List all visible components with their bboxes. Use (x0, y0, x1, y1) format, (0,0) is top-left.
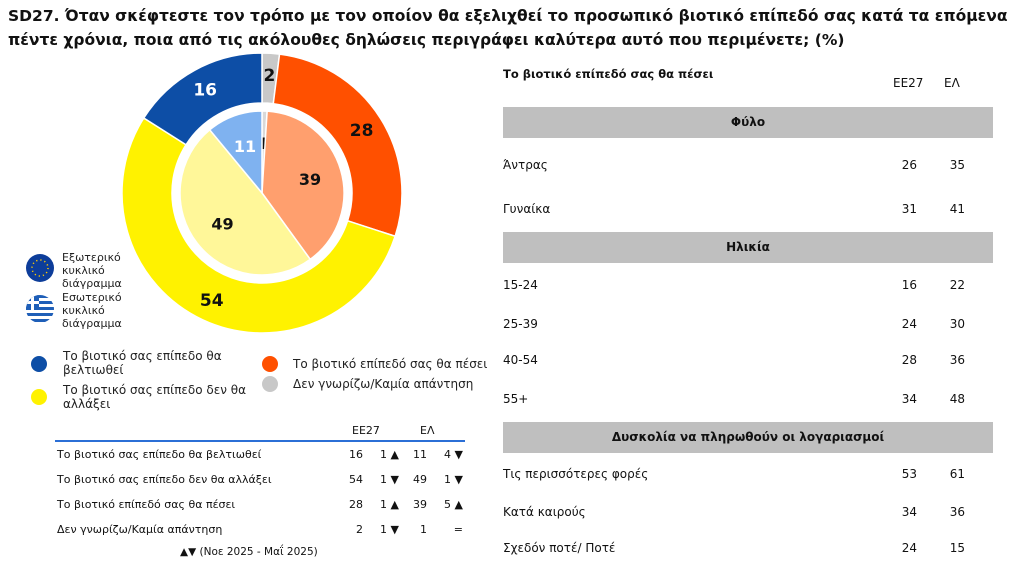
row-label: 15-24 (503, 278, 538, 292)
footnote: ▲▼ (Νοε 2025 - Μαΐ 2025) (180, 546, 318, 558)
right-col-el: ΕΛ (944, 76, 960, 90)
inner-label: 11 (234, 137, 256, 156)
legend-inner: Εσωτερικό κυκλικό διάγραμμα (62, 291, 122, 330)
row-label: Τις περισσότερες φορές (503, 467, 649, 481)
inner-slice (261, 110, 345, 261)
eu27-value: 34 (901, 505, 917, 519)
row-label: Σχεδόν ποτέ/ Ποτέ (503, 541, 616, 555)
row-label: 25-39 (503, 317, 538, 331)
el-change: = (453, 523, 463, 536)
eu27-value: 31 (901, 202, 917, 216)
inner-label: 1 (258, 134, 269, 153)
row-label: 55+ (503, 392, 529, 406)
eu27-change: 1 ▼ (380, 523, 399, 536)
legend-improve: Το βιοτικό σας επίπεδο θα βελτιωθεί (63, 349, 222, 377)
trend-table: Το βιοτικό σας επίπεδο θα βελτιωθεί 16 1 ▲… (55, 440, 465, 542)
page-title: SD27. Όταν σκέφτεστε τον τρόπο με τον οπ… (8, 7, 1008, 49)
el-value: 48 (949, 392, 965, 406)
el-value: 35 (949, 158, 965, 172)
table-row: Το βιοτικό επίπεδό σας θα πέσει 28 1 ▲ 39 5 … (55, 492, 465, 517)
el-value: 1 (420, 523, 427, 536)
outer-slice (121, 116, 397, 334)
eu27-change: 1 ▼ (380, 473, 399, 486)
eu27-value: 16 (349, 448, 363, 461)
legend-same: Το βιοτικό σας επίπεδο δεν θα αλλάξει (63, 383, 247, 411)
row-label: Κατά καιρούς (503, 505, 586, 519)
row-label: Άντρας (503, 158, 548, 172)
row-label: Γυναίκα (503, 202, 551, 216)
section-header: Δυσκολία να πληρωθούν οι λογαριασμοί (503, 422, 993, 453)
el-change: 5 ▲ (444, 498, 463, 511)
el-value: 41 (949, 202, 965, 216)
outer-label: 28 (350, 121, 374, 141)
el-value: 61 (949, 467, 965, 481)
row-label: Δεν γνωρίζω/Καμία απάντηση (57, 523, 223, 536)
eu27-value: 34 (901, 392, 917, 406)
el-value: 36 (949, 505, 965, 519)
el-value: 30 (949, 317, 965, 331)
eu27-value: 24 (901, 541, 917, 555)
el-value: 11 (413, 448, 427, 461)
row-label: Το βιοτικό σας επίπεδο θα βελτιωθεί (57, 448, 262, 461)
outer-slice (142, 52, 263, 146)
el-change: 1 ▼ (444, 473, 463, 486)
section-header: Ηλικία (503, 232, 993, 263)
legend-dot-worse (262, 356, 278, 372)
el-value: 39 (413, 498, 427, 511)
inner-slice (179, 128, 312, 276)
col-eu27: ΕΕ27 (352, 424, 380, 437)
inner-label: 49 (211, 215, 233, 234)
inner-label: 39 (299, 170, 321, 189)
col-el: ΕΛ (420, 424, 435, 437)
greek-flag-icon (26, 295, 54, 323)
eu27-value: 54 (349, 473, 363, 486)
eu27-change: 1 ▲ (380, 448, 399, 461)
eu27-value: 16 (901, 278, 917, 292)
eu27-value: 2 (356, 523, 363, 536)
el-value: 22 (949, 278, 965, 292)
inner-slice (208, 110, 263, 196)
eu27-value: 28 (901, 353, 917, 367)
el-value: 15 (949, 541, 965, 555)
legend-dot-improve (31, 356, 47, 372)
el-value: 36 (949, 353, 965, 367)
legend-dot-same (31, 389, 47, 405)
row-label: Το βιοτικό σας επίπεδο δεν θα αλλάξει (57, 473, 272, 486)
section-header: Φύλο (503, 107, 993, 138)
right-col-eu27: ΕΕ27 (893, 76, 924, 90)
eu27-value: 53 (901, 467, 917, 481)
donut-chart: 2 28 54 16 1 39 49 11 (121, 52, 403, 334)
row-label: 40-54 (503, 353, 538, 367)
legend-dot-dk (262, 376, 278, 392)
eu27-change: 1 ▲ (380, 498, 399, 511)
outer-label: 54 (200, 291, 224, 311)
eu27-value: 28 (349, 498, 363, 511)
legend-worse: Το βιοτικό επίπεδό σας θα πέσει (293, 357, 488, 371)
eu27-value: 26 (901, 158, 917, 172)
legend-outer: Εξωτερικό κυκλικό διάγραμμα (62, 251, 122, 290)
eu-flag-icon (26, 254, 54, 282)
outer-label: 2 (263, 66, 275, 86)
el-change: 4 ▼ (444, 448, 463, 461)
outer-label: 16 (193, 81, 217, 101)
table-row: Δεν γνωρίζω/Καμία απάντηση 2 1 ▼ 1 = (55, 517, 465, 542)
legend-dk: Δεν γνωρίζω/Καμία απάντηση (293, 377, 474, 391)
row-label: Το βιοτικό επίπεδό σας θα πέσει (57, 498, 236, 511)
table-row: Το βιοτικό σας επίπεδο θα βελτιωθεί 16 1 ▲… (55, 441, 465, 467)
right-heading: Το βιοτικό επίπεδό σας θα πέσει (503, 67, 714, 81)
el-value: 49 (413, 473, 427, 486)
table-row: Το βιοτικό σας επίπεδο δεν θα αλλάξει 54 1… (55, 467, 465, 492)
eu27-value: 24 (901, 317, 917, 331)
